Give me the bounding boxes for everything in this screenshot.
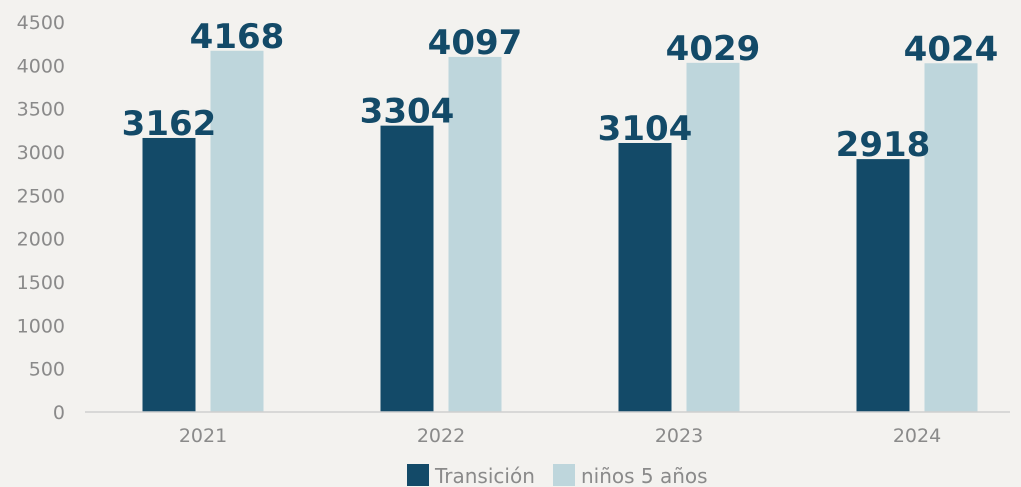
data-label-2023-series-2: 4029 bbox=[666, 29, 761, 69]
data-label-2023-series-1: 3104 bbox=[598, 109, 693, 149]
data-labels: 3162 4168 3304 4097 3104 4029 2918 4024 bbox=[122, 17, 999, 165]
bar-2023-series-1 bbox=[618, 142, 672, 412]
data-label-2024-series-2: 4024 bbox=[904, 29, 999, 69]
x-tick-label: 2022 bbox=[417, 425, 465, 447]
legend-swatch-series-1 bbox=[407, 464, 429, 486]
y-tick-label: 1000 bbox=[17, 315, 65, 337]
data-label-2021-series-2: 4168 bbox=[190, 17, 285, 57]
bars bbox=[142, 50, 978, 413]
legend-label-series-1: Transición bbox=[434, 464, 535, 487]
data-label-2022-series-1: 3304 bbox=[360, 92, 455, 132]
y-tick-label: 4500 bbox=[17, 12, 65, 34]
bar-2024-series-2 bbox=[924, 63, 978, 413]
x-axis: 2021 2022 2023 2024 bbox=[179, 425, 941, 447]
y-axis: 0 500 1000 1500 2000 2500 3000 3500 4000 4500 bbox=[17, 12, 65, 424]
x-tick-label: 2021 bbox=[179, 425, 227, 447]
y-tick-label: 2500 bbox=[17, 185, 65, 207]
bar-2021-series-1 bbox=[142, 137, 196, 412]
x-tick-label: 2023 bbox=[655, 425, 703, 447]
y-tick-label: 4000 bbox=[17, 55, 65, 77]
bar-2024-series-1 bbox=[856, 159, 910, 412]
legend-swatch-series-2 bbox=[553, 464, 575, 486]
y-tick-label: 500 bbox=[29, 359, 65, 381]
data-label-2024-series-1: 2918 bbox=[836, 125, 931, 165]
y-tick-label: 3500 bbox=[17, 99, 65, 121]
bar-2021-series-2 bbox=[210, 50, 264, 412]
x-tick-label: 2024 bbox=[893, 425, 941, 447]
y-tick-label: 1500 bbox=[17, 272, 65, 294]
y-tick-label: 2000 bbox=[17, 229, 65, 251]
data-label-2022-series-2: 4097 bbox=[428, 23, 523, 63]
y-tick-label: 3000 bbox=[17, 142, 65, 164]
legend-label-series-2: niños 5 años bbox=[581, 464, 708, 487]
bar-2022-series-1 bbox=[380, 125, 434, 413]
bar-2023-series-2 bbox=[686, 62, 740, 412]
data-label-2021-series-1: 3162 bbox=[122, 104, 217, 144]
bar-2022-series-2 bbox=[448, 56, 502, 412]
y-tick-label: 0 bbox=[53, 402, 65, 424]
legend: Transición niños 5 años bbox=[407, 464, 708, 487]
